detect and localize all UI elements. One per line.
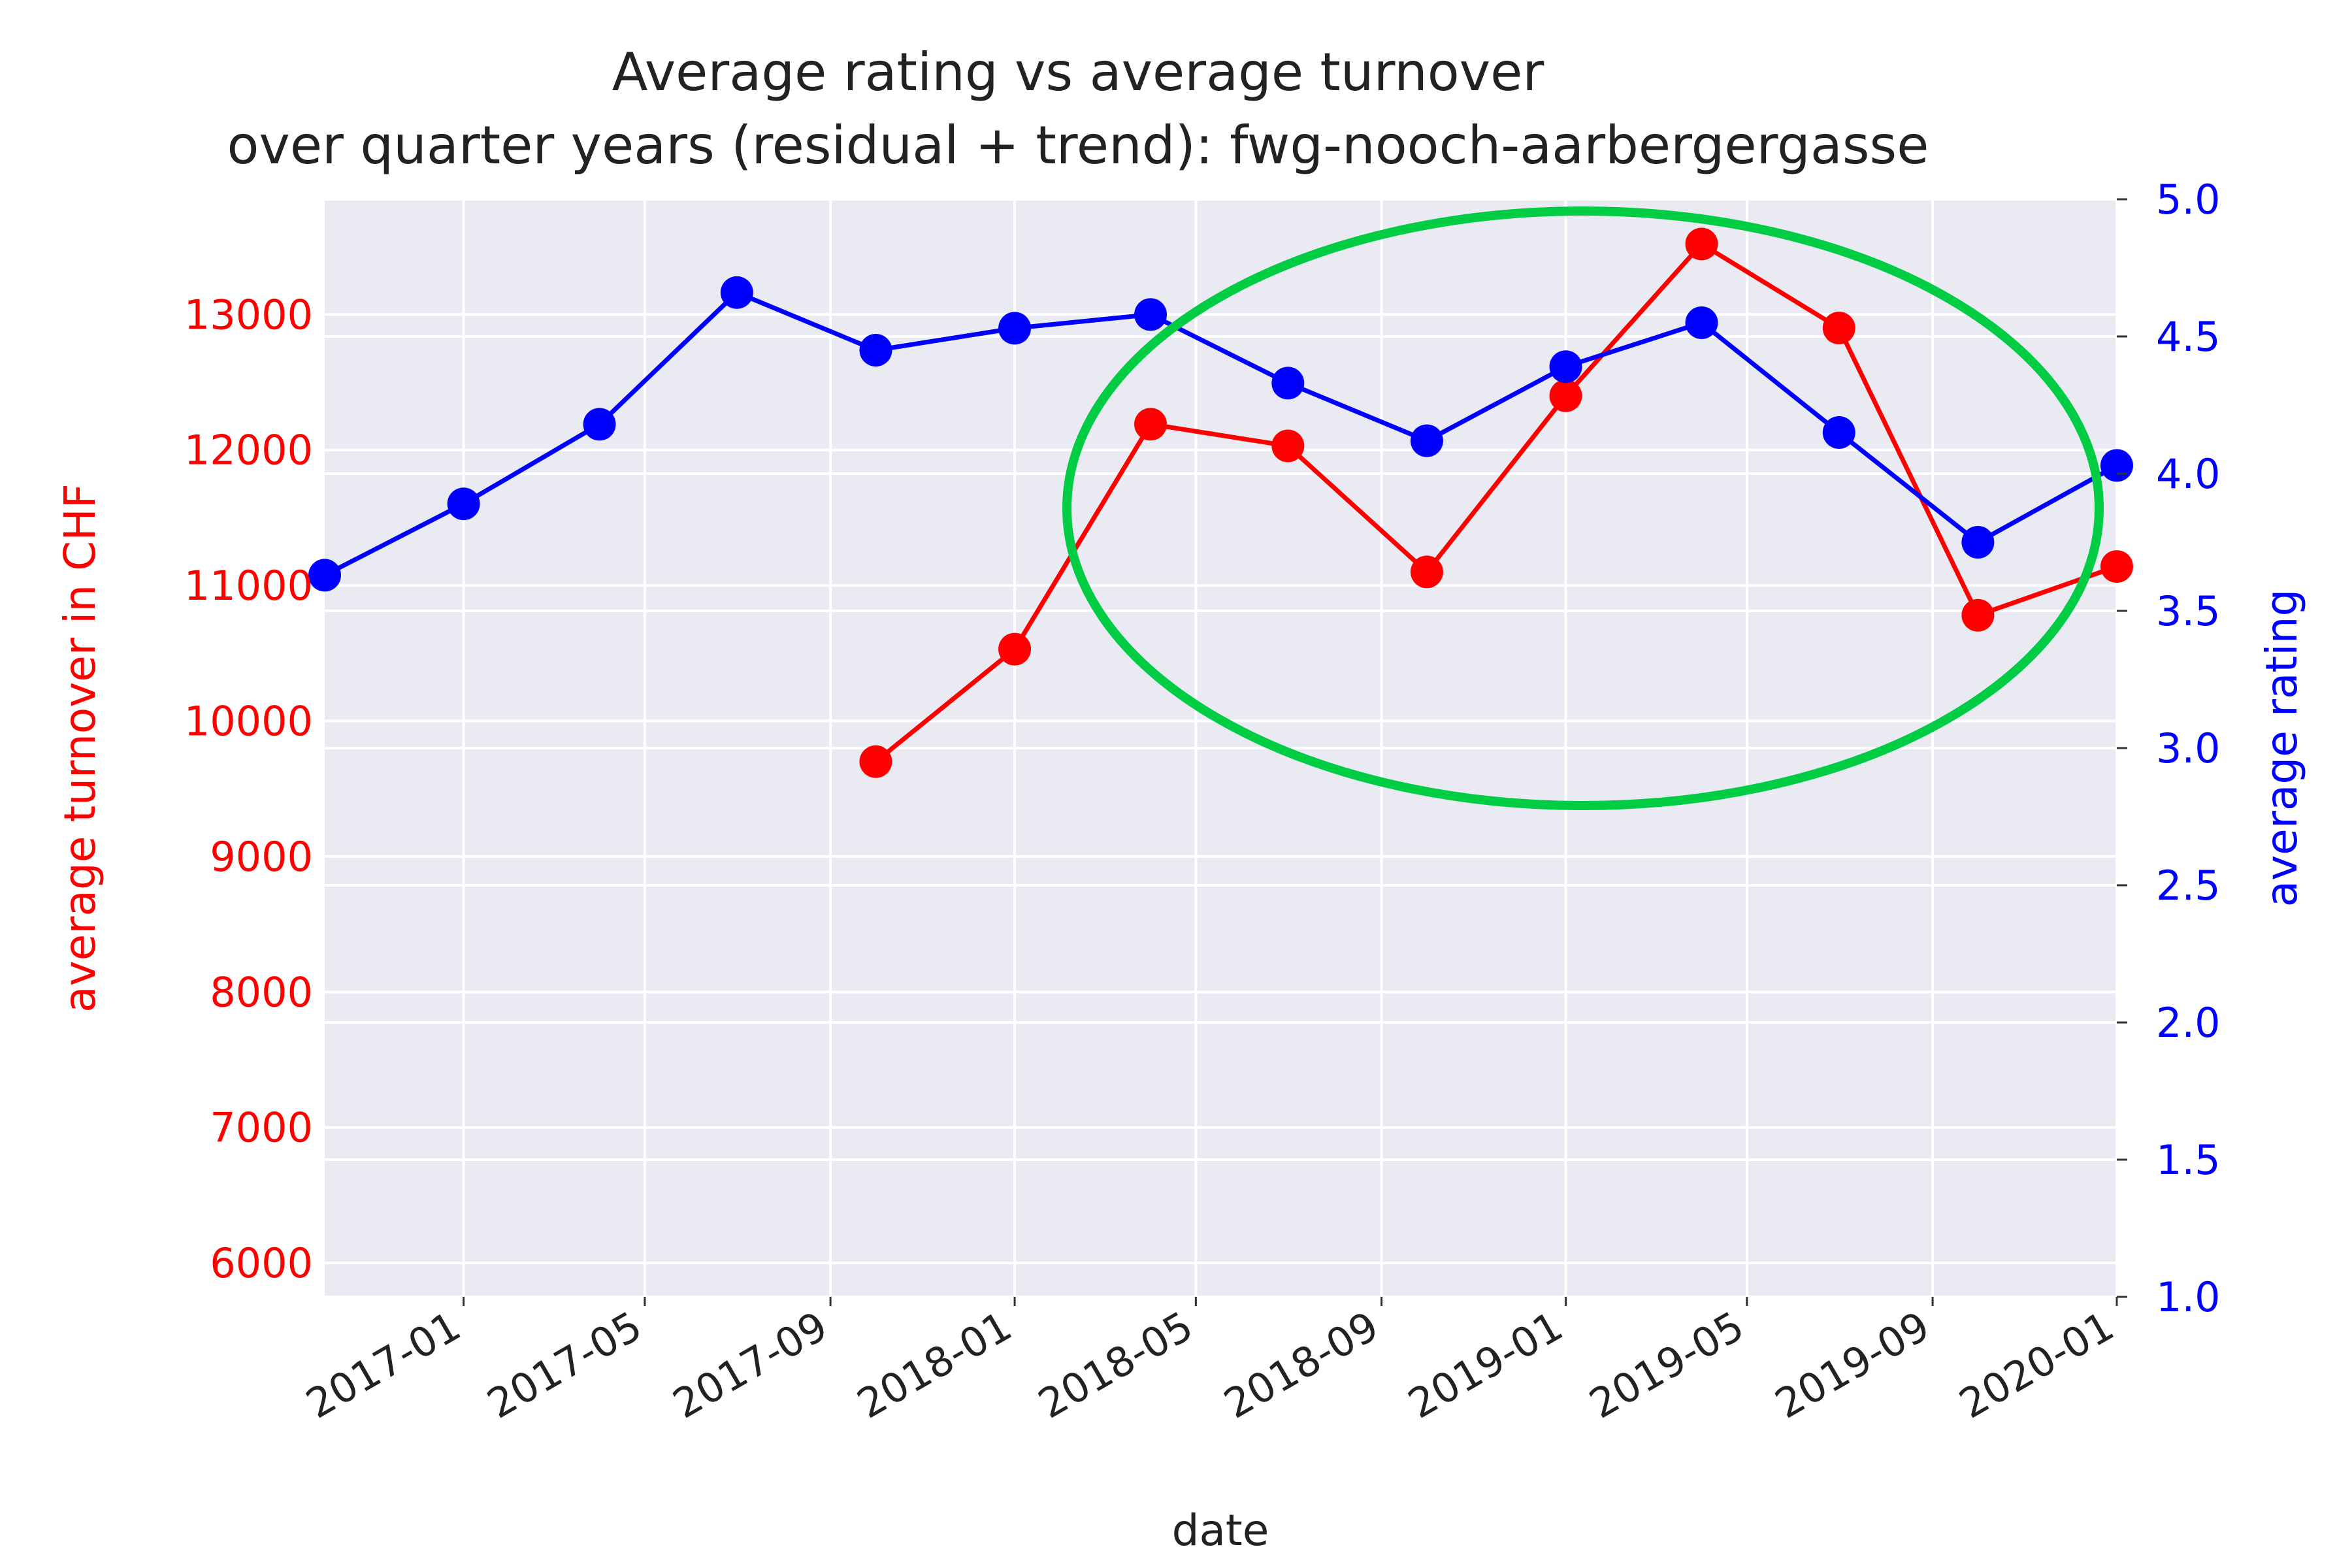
right-tick-label: 3.0 [2156, 725, 2221, 772]
x-axis: 2017-01 2017-05 2017-09 2018-01 2018-05 2018-… [298, 1297, 2122, 1428]
chart-title-line-2: over quarter years (residual + trend): f… [227, 115, 1929, 176]
series-1-point-0 [308, 559, 341, 592]
x-axis-label: date [1172, 1505, 1269, 1556]
left-tick-label: 9000 [210, 833, 313, 881]
series-0-line [874, 241, 2118, 764]
x-tick-label: 2018-09 [1216, 1302, 1386, 1428]
right-tick-label: 3.5 [2156, 587, 2221, 635]
x-tick-label: 2018-01 [849, 1302, 1020, 1428]
series-0-point-0 [859, 745, 892, 778]
right-tick-label: 2.5 [2156, 862, 2221, 909]
series-1-point-13 [2100, 449, 2133, 482]
series-1-point-10 [1685, 306, 1718, 339]
series-1-point-1 [447, 487, 480, 521]
highlight-ellipse [1062, 206, 2104, 810]
series-1-point-2 [583, 408, 616, 441]
x-tick-label: 2019-01 [1400, 1302, 1571, 1428]
series-1-point-7 [1271, 367, 1305, 400]
series-1-point-11 [1822, 416, 1855, 449]
left-tick-label: 13000 [184, 291, 313, 338]
series-1-point-5 [998, 312, 1032, 345]
series-1-point-6 [1134, 298, 1168, 331]
left-axis-label: average turnover in CHF [55, 483, 105, 1013]
series-0-point-7 [1822, 312, 1855, 345]
series-1-line [323, 290, 2118, 578]
left-tick-label: 8000 [210, 968, 313, 1016]
series-0-point-9 [2100, 550, 2133, 583]
x-tick-label: 2019-05 [1581, 1302, 1752, 1428]
series-1-point-4 [859, 334, 892, 367]
x-tick-label: 2017-09 [665, 1302, 836, 1428]
x-tick-label: 2020-01 [1952, 1302, 2122, 1428]
right-tick-label: 5.0 [2156, 176, 2221, 223]
series-0-point-1 [998, 632, 1032, 666]
right-tick-label: 4.5 [2156, 313, 2221, 361]
series-0-point-2 [1134, 408, 1168, 441]
series-1-point-8 [1410, 424, 1443, 457]
series-1-point-3 [720, 276, 753, 309]
right-axis-label: average rating [2257, 589, 2307, 907]
annotation-layer [1062, 206, 2104, 810]
x-tick-label: 2017-05 [480, 1302, 650, 1428]
x-tick-label: 2019-09 [1767, 1302, 1938, 1428]
x-tick-label: 2018-05 [1030, 1302, 1201, 1428]
right-axis: 1.0 1.5 2.0 2.5 3.0 3.5 4.0 4.5 5.0 [2117, 176, 2221, 1321]
right-tick-label: 4.0 [2156, 450, 2221, 498]
chart-title-line-1: Average rating vs average turnover [612, 42, 1544, 103]
series-0-point-4 [1410, 555, 1443, 589]
x-tick-label: 2017-01 [298, 1302, 468, 1428]
series-0-point-8 [1961, 598, 1995, 632]
series-1-point-9 [1549, 350, 1582, 384]
right-tick-label: 2.0 [2156, 999, 2221, 1047]
left-tick-label: 6000 [210, 1239, 313, 1287]
series-0-point-5 [1549, 379, 1582, 412]
left-tick-label: 11000 [184, 562, 313, 610]
right-tick-label: 1.0 [2156, 1273, 2221, 1321]
left-axis: 6000 7000 8000 9000 10000 11000 12000 13000 [184, 291, 313, 1287]
left-tick-label: 12000 [184, 427, 313, 474]
series-1-point-12 [1961, 526, 1995, 559]
left-tick-label: 7000 [210, 1104, 313, 1152]
left-tick-label: 10000 [184, 698, 313, 745]
series-0-point-6 [1685, 227, 1718, 261]
series-layer [308, 227, 2133, 778]
series-0-point-3 [1271, 429, 1305, 463]
right-tick-label: 1.5 [2156, 1136, 2221, 1184]
